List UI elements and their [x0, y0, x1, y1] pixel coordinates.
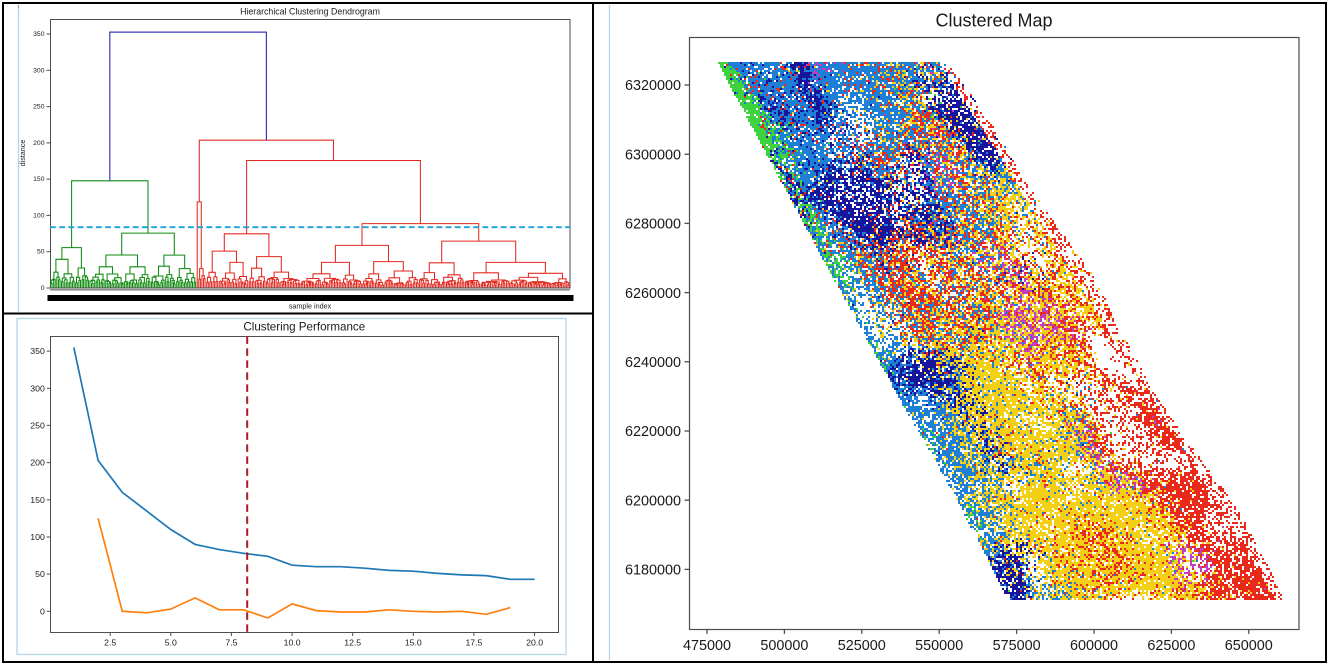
svg-text:50: 50 — [35, 569, 45, 579]
svg-text:100: 100 — [33, 212, 45, 219]
svg-text:20.0: 20.0 — [526, 638, 543, 648]
svg-text:6260000: 6260000 — [625, 286, 681, 302]
svg-text:15.0: 15.0 — [405, 638, 422, 648]
svg-text:distance: distance — [18, 140, 27, 167]
svg-text:2.5: 2.5 — [104, 638, 116, 648]
svg-text:350: 350 — [33, 31, 45, 38]
svg-text:7.5: 7.5 — [225, 638, 237, 648]
svg-text:6240000: 6240000 — [625, 355, 681, 371]
svg-text:0: 0 — [41, 285, 45, 292]
svg-text:50: 50 — [37, 249, 45, 256]
svg-text:100: 100 — [30, 532, 45, 542]
svg-text:6220000: 6220000 — [625, 424, 681, 440]
svg-text:200: 200 — [30, 458, 45, 468]
svg-text:6320000: 6320000 — [625, 78, 681, 94]
svg-text:625000: 625000 — [1147, 638, 1195, 654]
svg-text:475000: 475000 — [683, 638, 731, 654]
svg-text:5.0: 5.0 — [165, 638, 177, 648]
svg-text:200: 200 — [33, 140, 45, 147]
svg-text:300: 300 — [30, 383, 45, 393]
svg-text:Hierarchical Clustering Dendro: Hierarchical Clustering Dendrogram — [240, 7, 380, 17]
svg-text:6280000: 6280000 — [625, 217, 681, 233]
svg-text:6200000: 6200000 — [625, 493, 681, 509]
svg-text:525000: 525000 — [838, 638, 886, 654]
svg-text:Clustering Performance: Clustering Performance — [243, 321, 365, 334]
svg-text:6180000: 6180000 — [625, 563, 681, 579]
svg-text:17.5: 17.5 — [465, 638, 482, 648]
svg-text:0: 0 — [40, 606, 45, 616]
svg-text:600000: 600000 — [1070, 638, 1118, 654]
svg-text:6300000: 6300000 — [625, 147, 681, 163]
svg-text:150: 150 — [33, 176, 45, 183]
svg-text:650000: 650000 — [1225, 638, 1273, 654]
svg-text:150: 150 — [30, 495, 45, 505]
svg-text:250: 250 — [33, 104, 45, 111]
svg-text:300: 300 — [33, 67, 45, 74]
svg-text:12.5: 12.5 — [344, 638, 361, 648]
svg-text:sample index: sample index — [289, 302, 332, 311]
svg-text:250: 250 — [30, 420, 45, 430]
svg-text:350: 350 — [30, 346, 45, 356]
svg-text:Clustered Map: Clustered Map — [935, 10, 1052, 30]
svg-text:500000: 500000 — [760, 638, 808, 654]
svg-text:10.0: 10.0 — [284, 638, 301, 648]
svg-text:575000: 575000 — [993, 638, 1041, 654]
svg-text:550000: 550000 — [915, 638, 963, 654]
